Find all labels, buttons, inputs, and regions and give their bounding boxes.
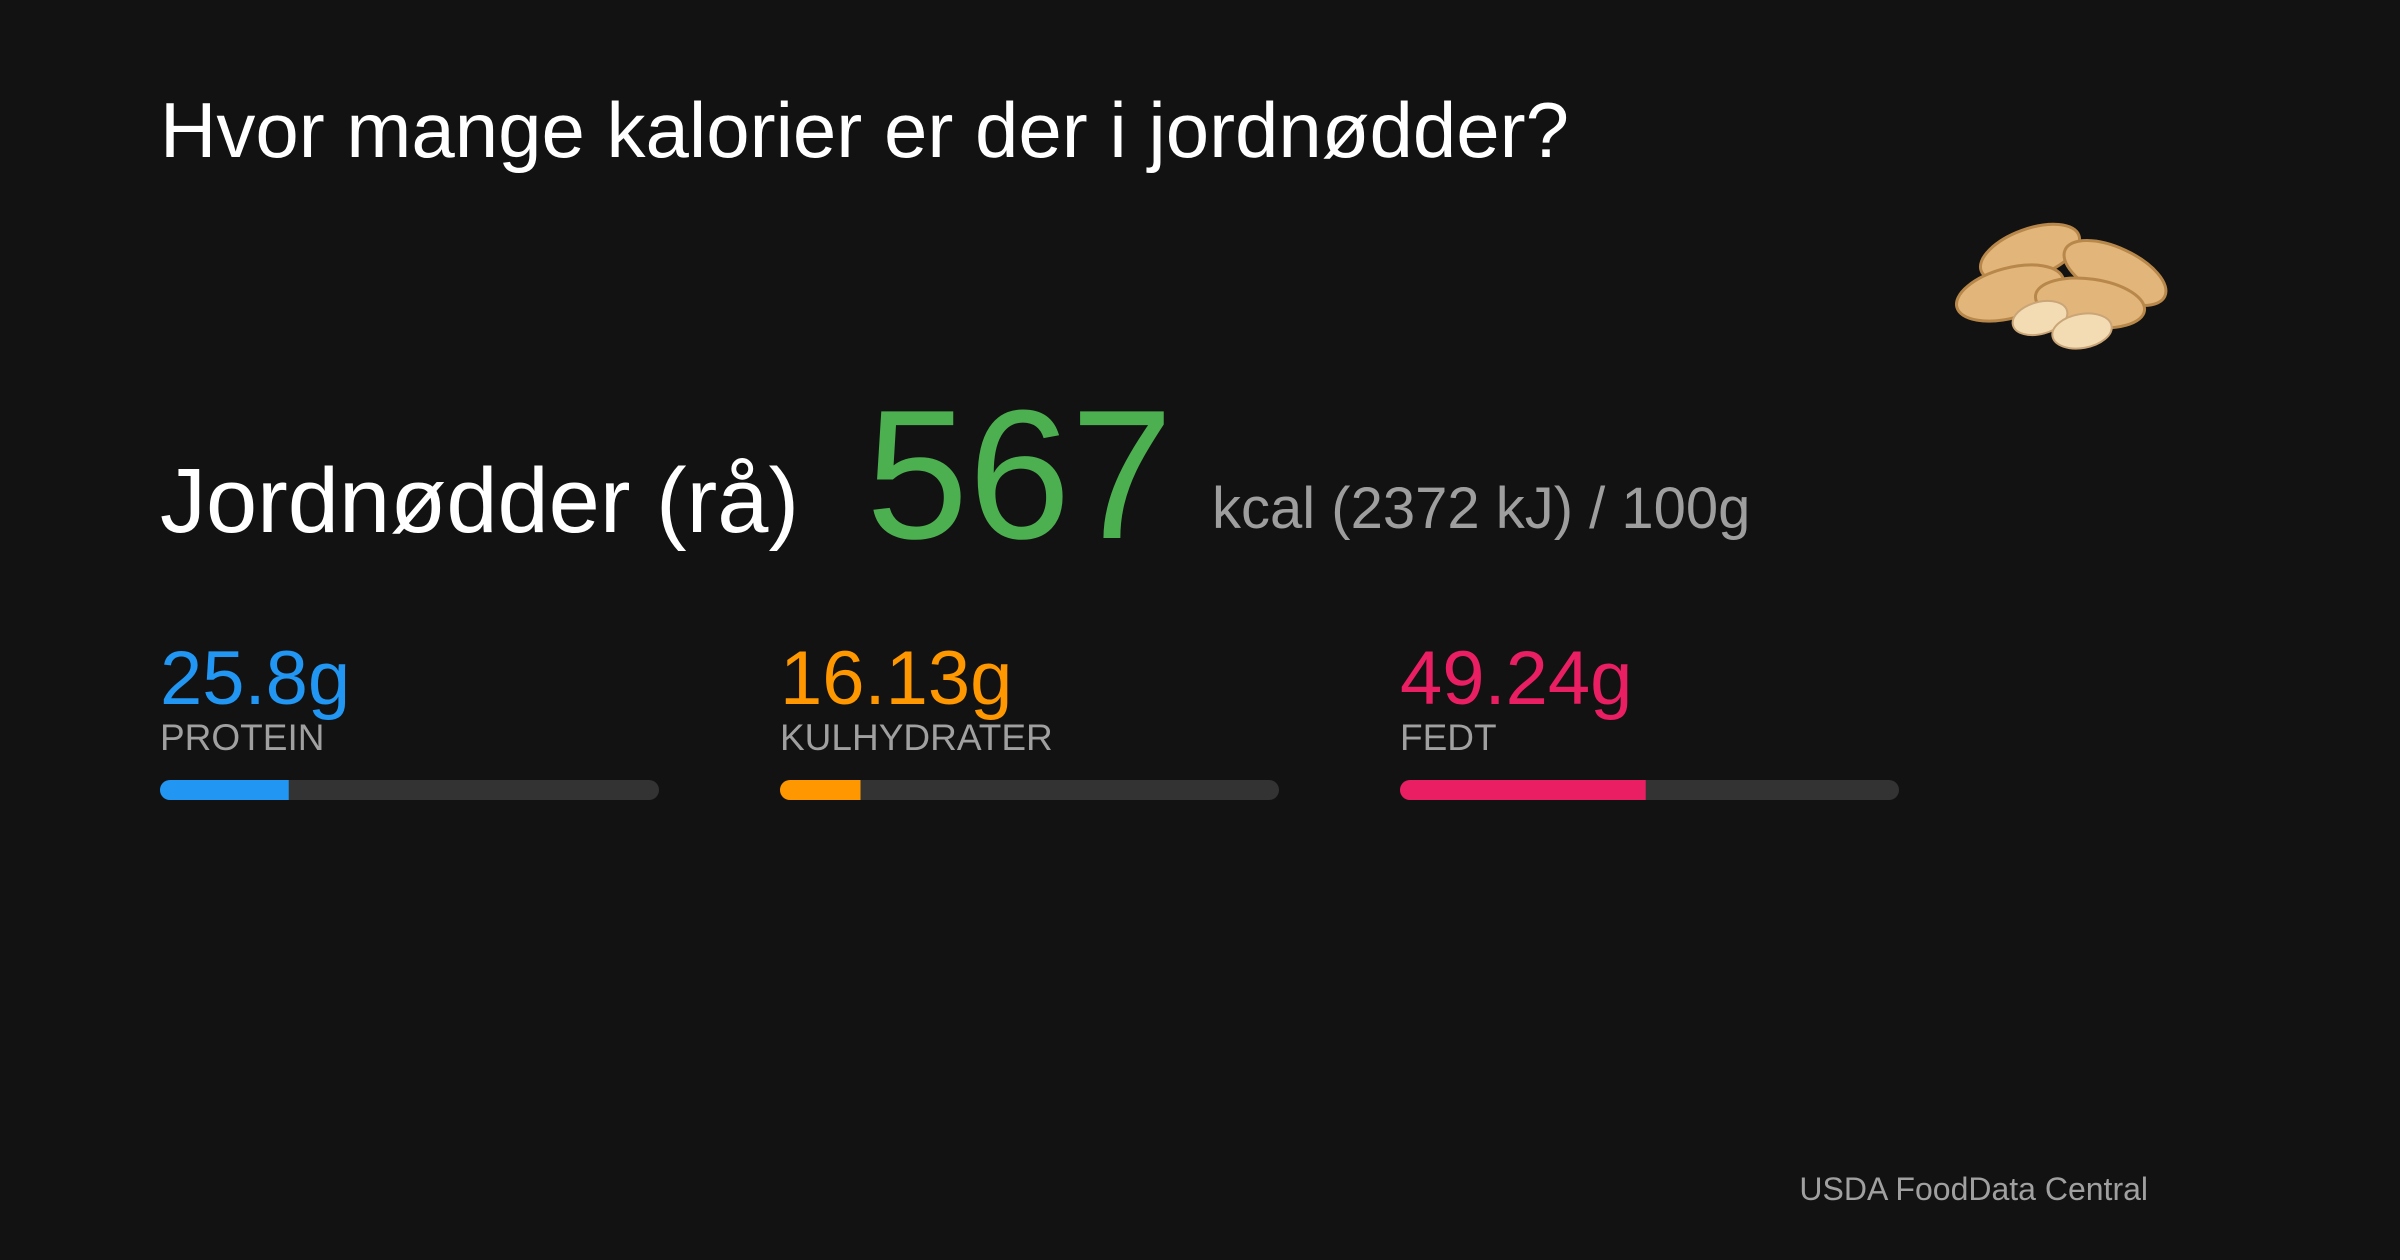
food-name: Jordnødder (rå) [160,450,799,552]
peanut-icon [1954,222,2168,350]
macro-bar [1400,780,1646,800]
source: USDA FoodData Central [1799,1171,2148,1207]
calories-unit: kcal (2372 kJ) / 100g [1212,476,1750,541]
macro-value: 49.24g [1400,636,1632,721]
title: Hvor mange kalorier er der i jordnødder? [160,86,1569,174]
macro-value: 16.13g [780,636,1012,721]
macro-label: FEDT [1400,717,1497,758]
macro-label: PROTEIN [160,717,324,758]
macro-label: KULHYDRATER [780,717,1053,758]
calories: 567 [866,371,1173,577]
macro-track [780,780,1279,800]
macro-value: 25.8g [160,636,350,721]
macro-bar [160,780,289,800]
macro-bar [780,780,861,800]
